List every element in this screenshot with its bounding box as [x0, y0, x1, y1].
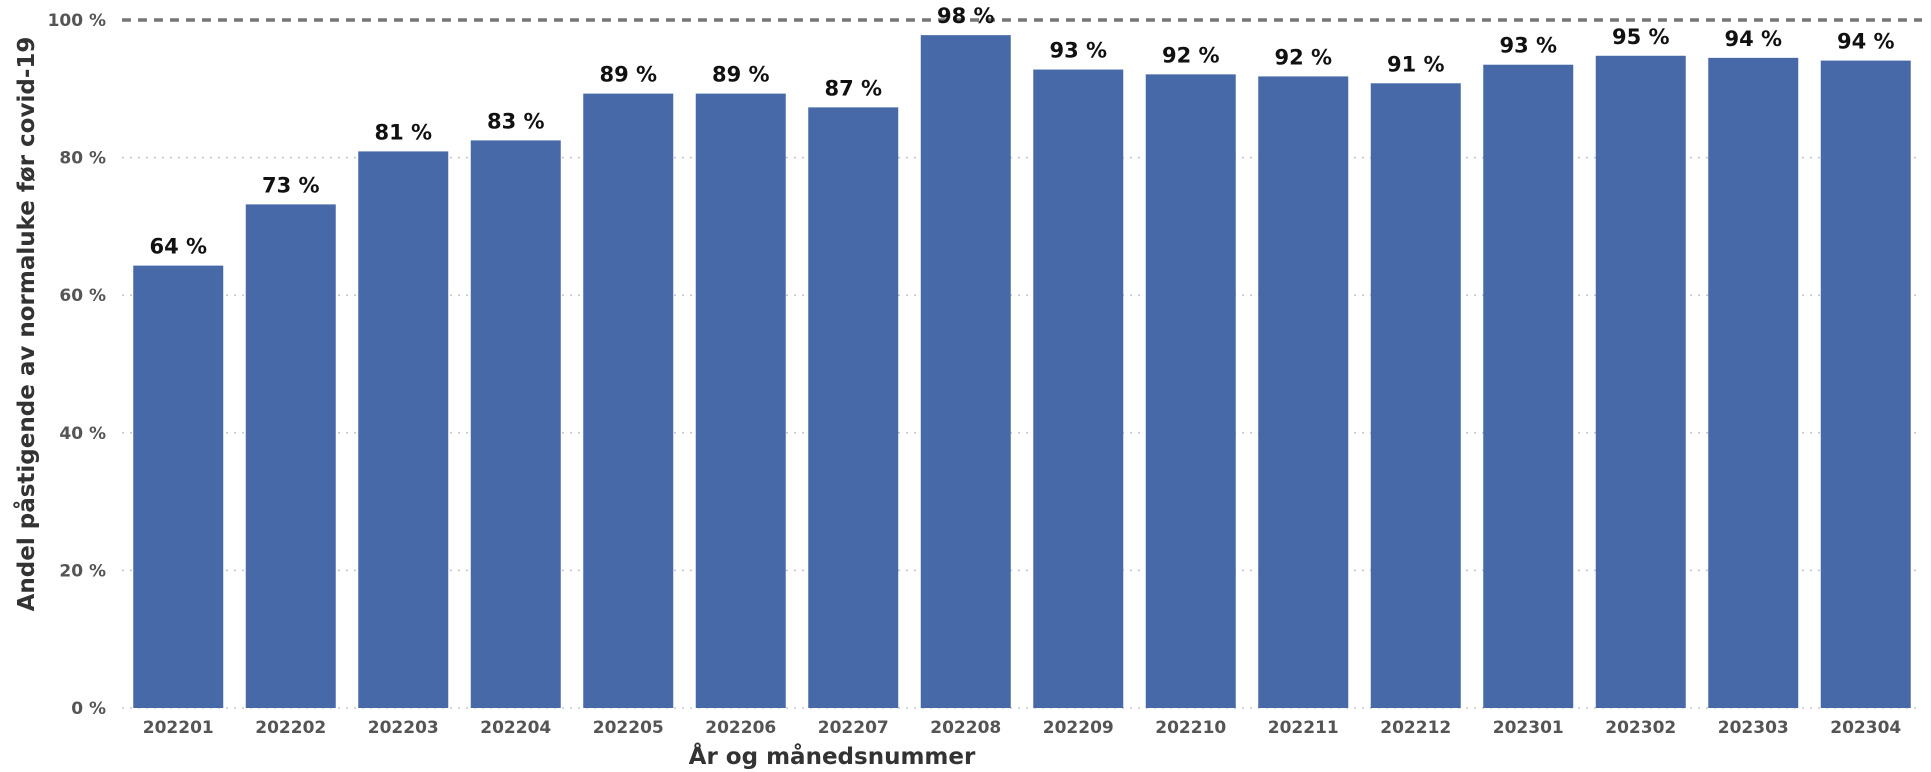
data-label: 91 % [1387, 52, 1445, 76]
data-label: 83 % [487, 109, 545, 133]
bar-202211 [1258, 76, 1349, 708]
x-tick-label: 202211 [1268, 718, 1339, 738]
bar-202208 [920, 35, 1011, 709]
bar-202203 [358, 151, 449, 708]
x-tick-label: 202302 [1605, 718, 1676, 738]
bar-202202 [245, 204, 336, 708]
bar-202201 [133, 265, 224, 708]
data-label: 87 % [824, 76, 882, 100]
x-tick-label: 202202 [255, 718, 326, 738]
bar-202209 [1033, 69, 1124, 708]
bar-202204 [470, 140, 561, 708]
bar-202303 [1708, 57, 1799, 708]
data-label: 94 % [1724, 27, 1782, 51]
data-label: 64 % [149, 235, 207, 259]
x-tick-label: 202205 [593, 718, 664, 738]
data-label: 92 % [1162, 43, 1220, 67]
bar-202304 [1820, 60, 1911, 709]
x-tick-label: 202201 [143, 718, 214, 738]
y-tick-label: 20 % [59, 561, 106, 581]
x-axis-ticks: 202201 202202 202203 202204 202205 202206 2022… [143, 718, 1902, 738]
bar-202205 [583, 93, 674, 709]
data-label: 89 % [599, 63, 657, 87]
bar-202206 [695, 93, 786, 709]
bar-202207 [808, 107, 899, 709]
x-axis-title: År og månedsnummer [689, 742, 976, 770]
x-tick-label: 202212 [1380, 718, 1451, 738]
data-label: 98 % [937, 4, 995, 28]
data-label: 81 % [374, 120, 432, 144]
x-tick-label: 202206 [705, 718, 776, 738]
x-tick-label: 202210 [1155, 718, 1226, 738]
y-tick-label: 80 % [59, 149, 106, 169]
data-label: 95 % [1612, 25, 1670, 49]
y-tick-label: 100 % [48, 11, 106, 31]
bar-202212 [1370, 83, 1461, 708]
bar-202302 [1595, 55, 1686, 708]
bars [133, 35, 1911, 709]
data-label: 73 % [262, 173, 320, 197]
y-tick-label: 0 % [71, 699, 106, 719]
bar-202301 [1483, 64, 1574, 709]
bar-202210 [1145, 74, 1236, 709]
x-tick-label: 202208 [930, 718, 1001, 738]
data-label: 89 % [712, 63, 770, 87]
x-tick-label: 202203 [368, 718, 439, 738]
y-tick-label: 60 % [59, 286, 106, 306]
x-tick-label: 202301 [1493, 718, 1564, 738]
data-label: 92 % [1274, 45, 1332, 69]
data-labels: 64 % 73 % 81 % 83 % 89 % 89 % 87 % 98 % 93 % 92 %… [149, 4, 1894, 258]
gridlines [122, 18, 1922, 709]
x-tick-label: 202304 [1830, 718, 1901, 738]
data-label: 94 % [1837, 30, 1895, 54]
data-label: 93 % [1049, 39, 1107, 63]
x-tick-label: 202204 [480, 718, 551, 738]
y-axis-title: Andel påstigende av normaluke før covid-… [13, 37, 40, 612]
x-tick-label: 202303 [1718, 718, 1789, 738]
y-tick-label: 40 % [59, 424, 106, 444]
data-label: 93 % [1499, 34, 1557, 58]
y-axis-ticks: 0 % 20 % 40 % 60 % 80 % 100 % [48, 11, 106, 719]
x-tick-label: 202209 [1043, 718, 1114, 738]
x-tick-label: 202207 [818, 718, 889, 738]
